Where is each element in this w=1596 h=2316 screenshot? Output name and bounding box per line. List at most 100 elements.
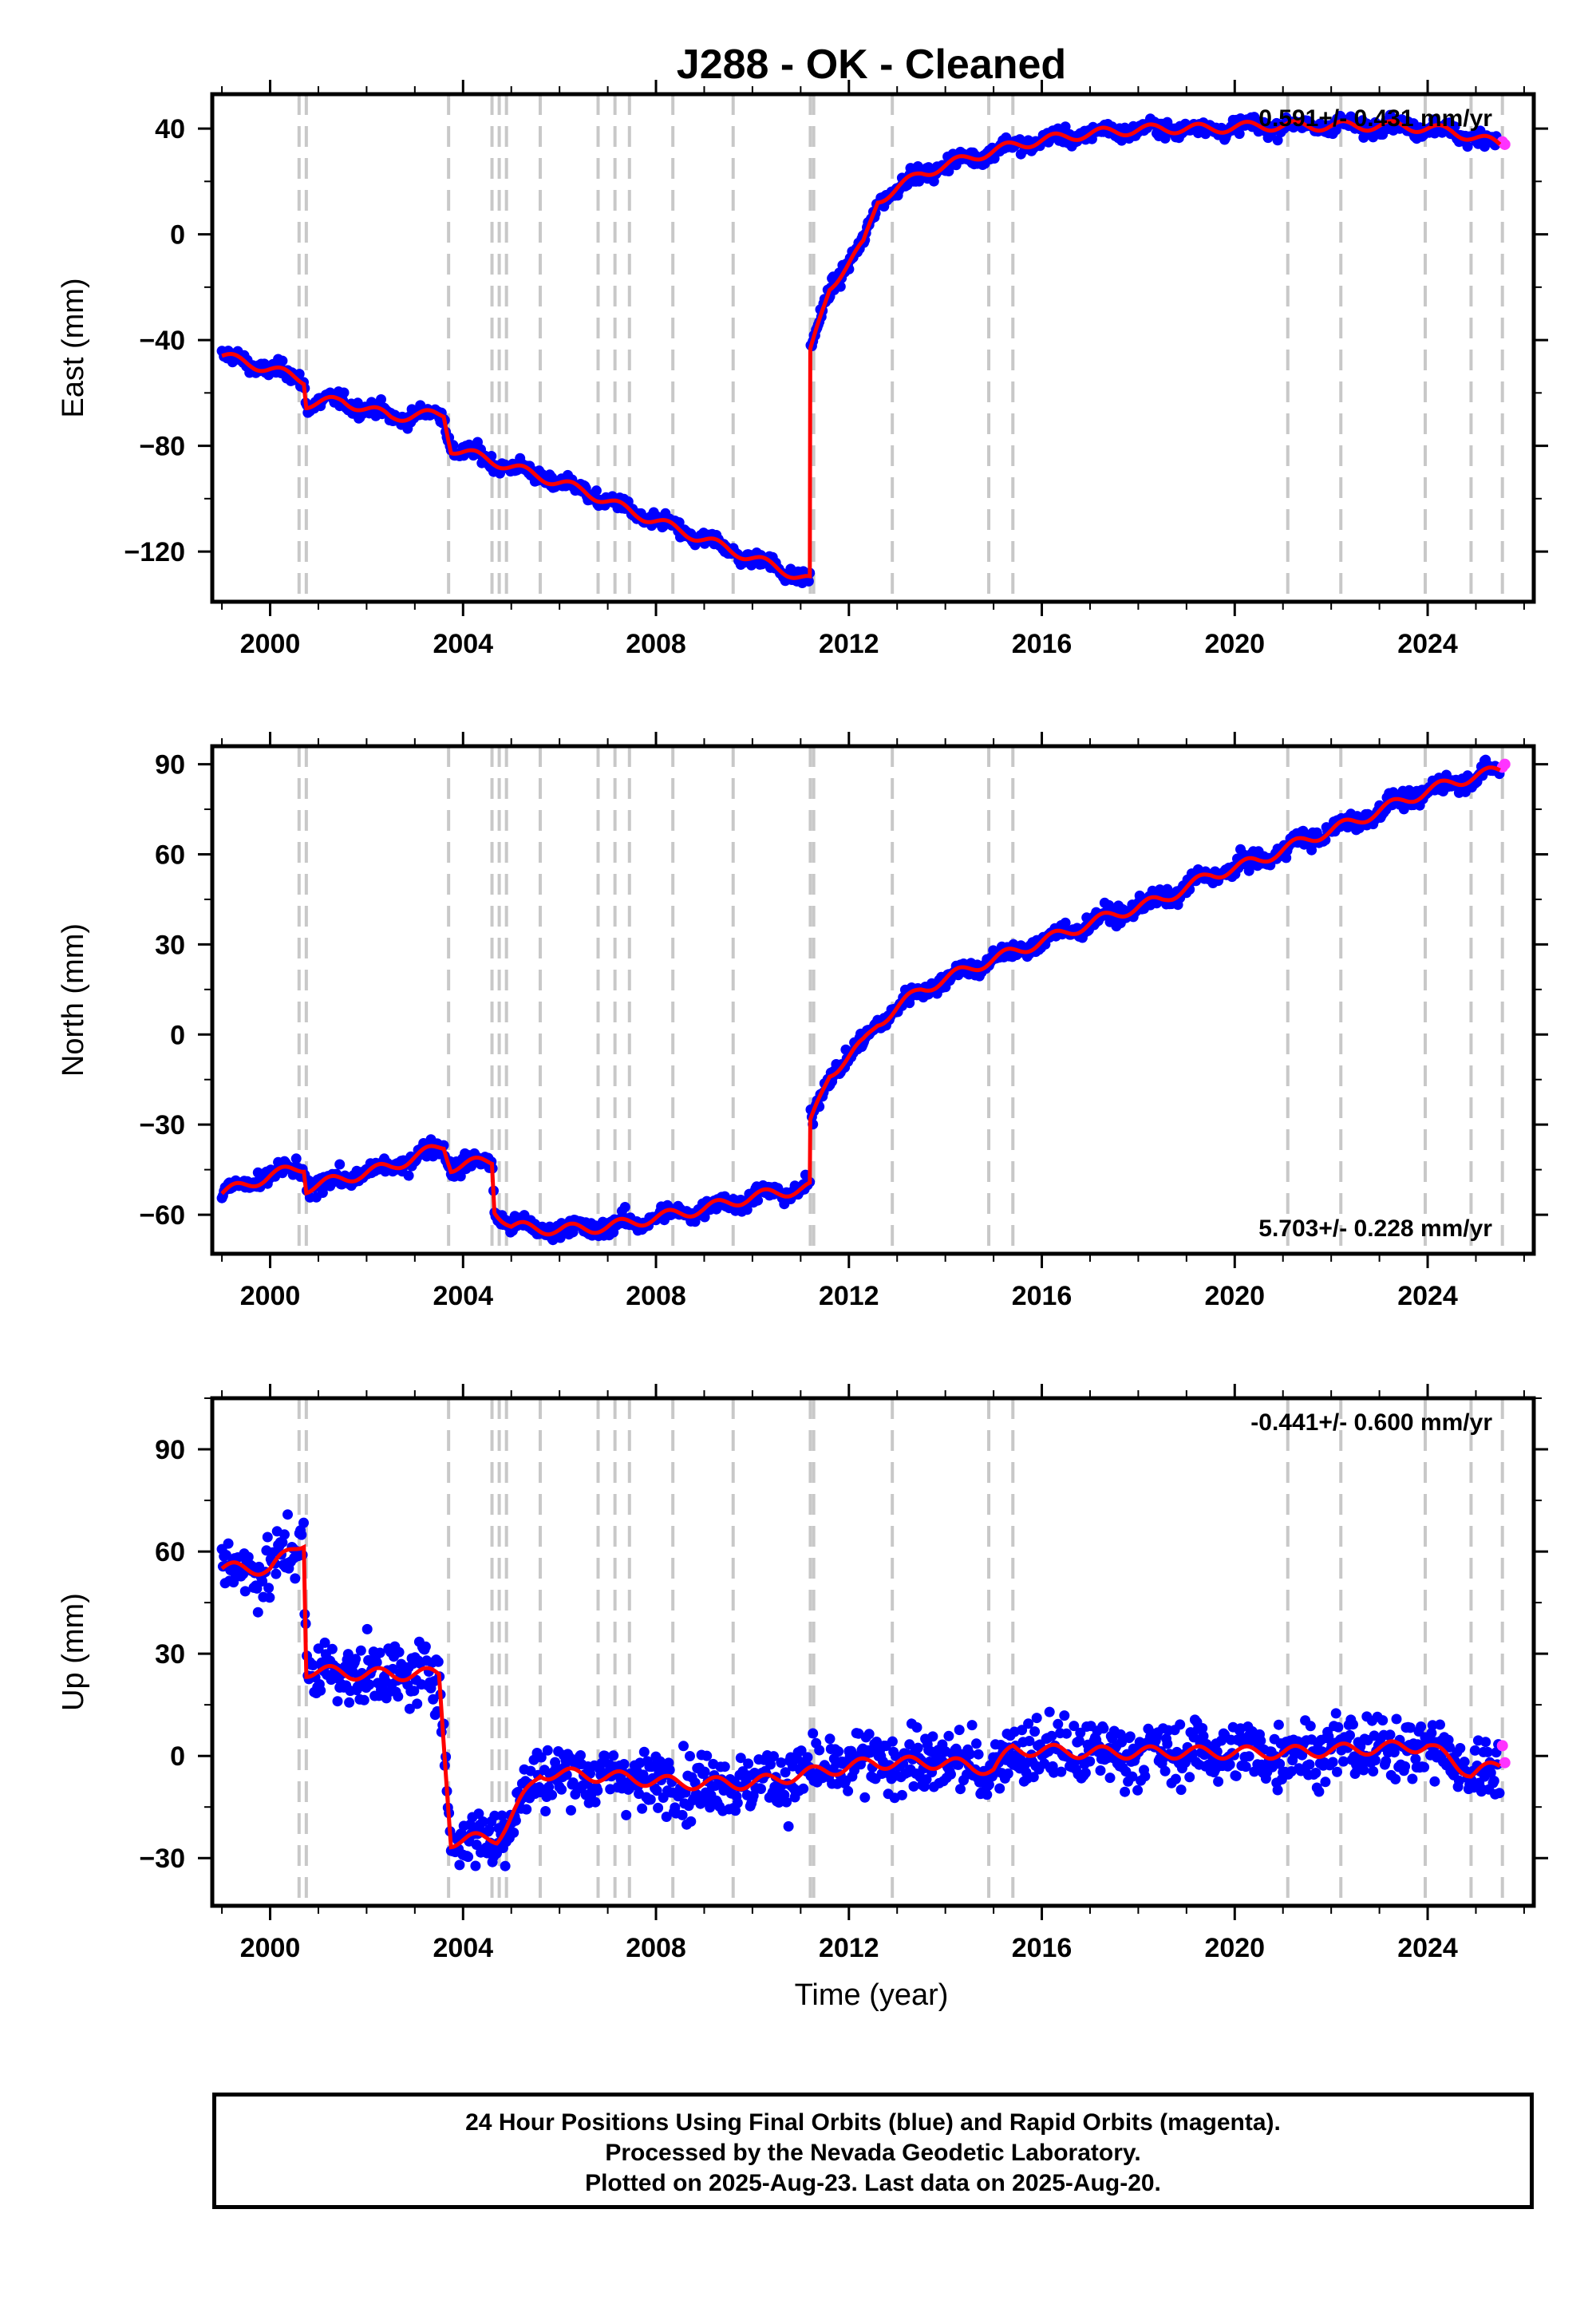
final-orbit-point xyxy=(1061,1728,1072,1739)
final-orbit-point xyxy=(1419,1761,1430,1773)
final-orbit-point xyxy=(1231,1770,1242,1781)
final-orbit-point xyxy=(943,1730,954,1741)
final-orbit-point xyxy=(412,1698,423,1709)
final-orbit-point xyxy=(1098,1723,1109,1734)
final-orbit-point xyxy=(608,1750,619,1761)
final-orbit-point xyxy=(1162,1738,1173,1749)
final-orbit-point xyxy=(1348,1719,1358,1730)
final-orbit-point xyxy=(1358,1765,1369,1776)
final-orbit-point xyxy=(575,1750,586,1761)
final-orbit-point xyxy=(1213,1776,1224,1787)
final-orbit-point xyxy=(664,1765,675,1776)
final-orbit-point xyxy=(743,1758,754,1769)
final-orbit-point xyxy=(756,1784,766,1794)
final-orbit-point xyxy=(393,1691,404,1702)
final-orbit-point xyxy=(896,1789,907,1800)
final-orbit-point xyxy=(282,1509,293,1520)
final-orbit-point xyxy=(556,1784,567,1795)
final-orbit-point xyxy=(946,1769,956,1780)
plot-frame xyxy=(210,92,1536,604)
final-orbit-point xyxy=(1304,1759,1315,1770)
final-orbit-point xyxy=(358,1694,369,1705)
final-orbit-point xyxy=(334,1159,346,1170)
final-orbit-point xyxy=(566,1804,576,1816)
final-orbit-point xyxy=(290,1573,301,1584)
x-tick-label: 2008 xyxy=(626,1281,686,1311)
y-tick-label: 30 xyxy=(155,1639,185,1670)
final-orbit-point xyxy=(732,1797,743,1808)
x-tick-label: 2012 xyxy=(819,629,879,659)
y-tick-label: 90 xyxy=(155,1435,185,1465)
x-tick-label: 2016 xyxy=(1012,629,1073,659)
final-orbit-point xyxy=(371,1657,382,1668)
footer-line-1: 24 Hour Positions Using Final Orbits (bl… xyxy=(465,2109,1281,2136)
final-orbit-point xyxy=(994,1783,1005,1794)
rapid-orbit-point xyxy=(1496,1740,1508,1752)
final-orbit-point xyxy=(454,1860,465,1871)
final-orbit-point xyxy=(540,1806,551,1816)
final-orbit-point xyxy=(361,1623,373,1634)
final-orbit-point xyxy=(1320,1777,1331,1788)
y-tick-label: 40 xyxy=(155,114,185,144)
final-orbit-point xyxy=(1480,1737,1491,1748)
footer-box: 24 Hour Positions Using Final Orbits (bl… xyxy=(212,2093,1534,2209)
final-orbit-point xyxy=(753,1195,764,1206)
final-orbit-point xyxy=(1272,1784,1283,1796)
final-orbit-point xyxy=(591,485,602,496)
x-tick-label: 2020 xyxy=(1204,1281,1265,1311)
final-orbit-point xyxy=(1494,1788,1505,1799)
final-orbit-point xyxy=(911,1722,922,1733)
final-orbit-point xyxy=(376,394,386,405)
final-orbit-point xyxy=(433,1656,444,1667)
final-orbit-point xyxy=(1140,1771,1151,1782)
final-orbit-point xyxy=(719,1761,730,1773)
final-orbit-point xyxy=(814,1745,825,1756)
final-orbit-point xyxy=(971,1738,982,1749)
y-tick-label: 0 xyxy=(170,1020,185,1050)
y-tick-label: −30 xyxy=(139,1844,185,1874)
final-orbit-point xyxy=(887,1736,898,1747)
model-line xyxy=(220,1543,1501,1850)
panel-Up (mm): 2000 2004 2008 2012 2016 2020 2024 −30 0 30 60 90 Up… xyxy=(57,1384,1548,1963)
final-orbit-point xyxy=(1369,1755,1381,1766)
x-tick-label: 2012 xyxy=(819,1281,879,1311)
plot-area xyxy=(216,746,1511,1254)
final-orbit-point xyxy=(1488,1776,1499,1786)
y-axis-label: East (mm) xyxy=(57,278,90,417)
final-orbit-point xyxy=(638,1746,650,1757)
final-orbit-point xyxy=(1273,1719,1284,1730)
final-orbit-point xyxy=(1059,1710,1070,1721)
final-orbit-point xyxy=(1429,1776,1440,1787)
final-orbit-point xyxy=(315,1685,326,1696)
x-tick-label: 2024 xyxy=(1397,1281,1458,1311)
final-orbit-point xyxy=(262,1531,273,1543)
final-orbit-point xyxy=(317,1188,328,1198)
final-orbit-point xyxy=(1060,121,1071,132)
y-axis-label: North (mm) xyxy=(57,923,90,1077)
final-orbit-point xyxy=(1377,1715,1389,1726)
final-orbit-point xyxy=(332,1696,343,1707)
x-tick-label: 2000 xyxy=(240,1281,301,1311)
final-orbit-point xyxy=(1305,1721,1316,1732)
final-orbit-point xyxy=(500,1860,511,1871)
final-orbit-point xyxy=(455,1171,466,1182)
final-orbit-point xyxy=(955,1784,966,1795)
rate-text: 0.591+/- 0.431 mm/yr xyxy=(1258,105,1492,132)
final-orbit-point xyxy=(470,1860,481,1871)
y-tick-label: −30 xyxy=(139,1110,185,1140)
x-tick-label: 2000 xyxy=(240,629,301,659)
final-orbit-point xyxy=(1084,1756,1096,1767)
y-tick-label: −60 xyxy=(139,1200,185,1231)
final-orbit-point xyxy=(1272,135,1283,146)
final-orbit-point xyxy=(263,1583,275,1594)
final-orbit-point xyxy=(1368,1766,1379,1777)
final-orbit-point xyxy=(521,1804,532,1815)
final-orbit-point xyxy=(645,1794,656,1805)
final-orbit-point xyxy=(1330,1708,1341,1719)
final-orbit-point xyxy=(701,1750,713,1761)
final-orbit-point xyxy=(741,1204,753,1215)
final-orbit-point xyxy=(783,1821,794,1832)
final-orbit-point xyxy=(508,1827,519,1838)
panel-North (mm): 2000 2004 2008 2012 2016 2020 2024 −60 −30 0 30 60 9… xyxy=(57,732,1548,1311)
final-orbit-point xyxy=(1170,1773,1181,1784)
